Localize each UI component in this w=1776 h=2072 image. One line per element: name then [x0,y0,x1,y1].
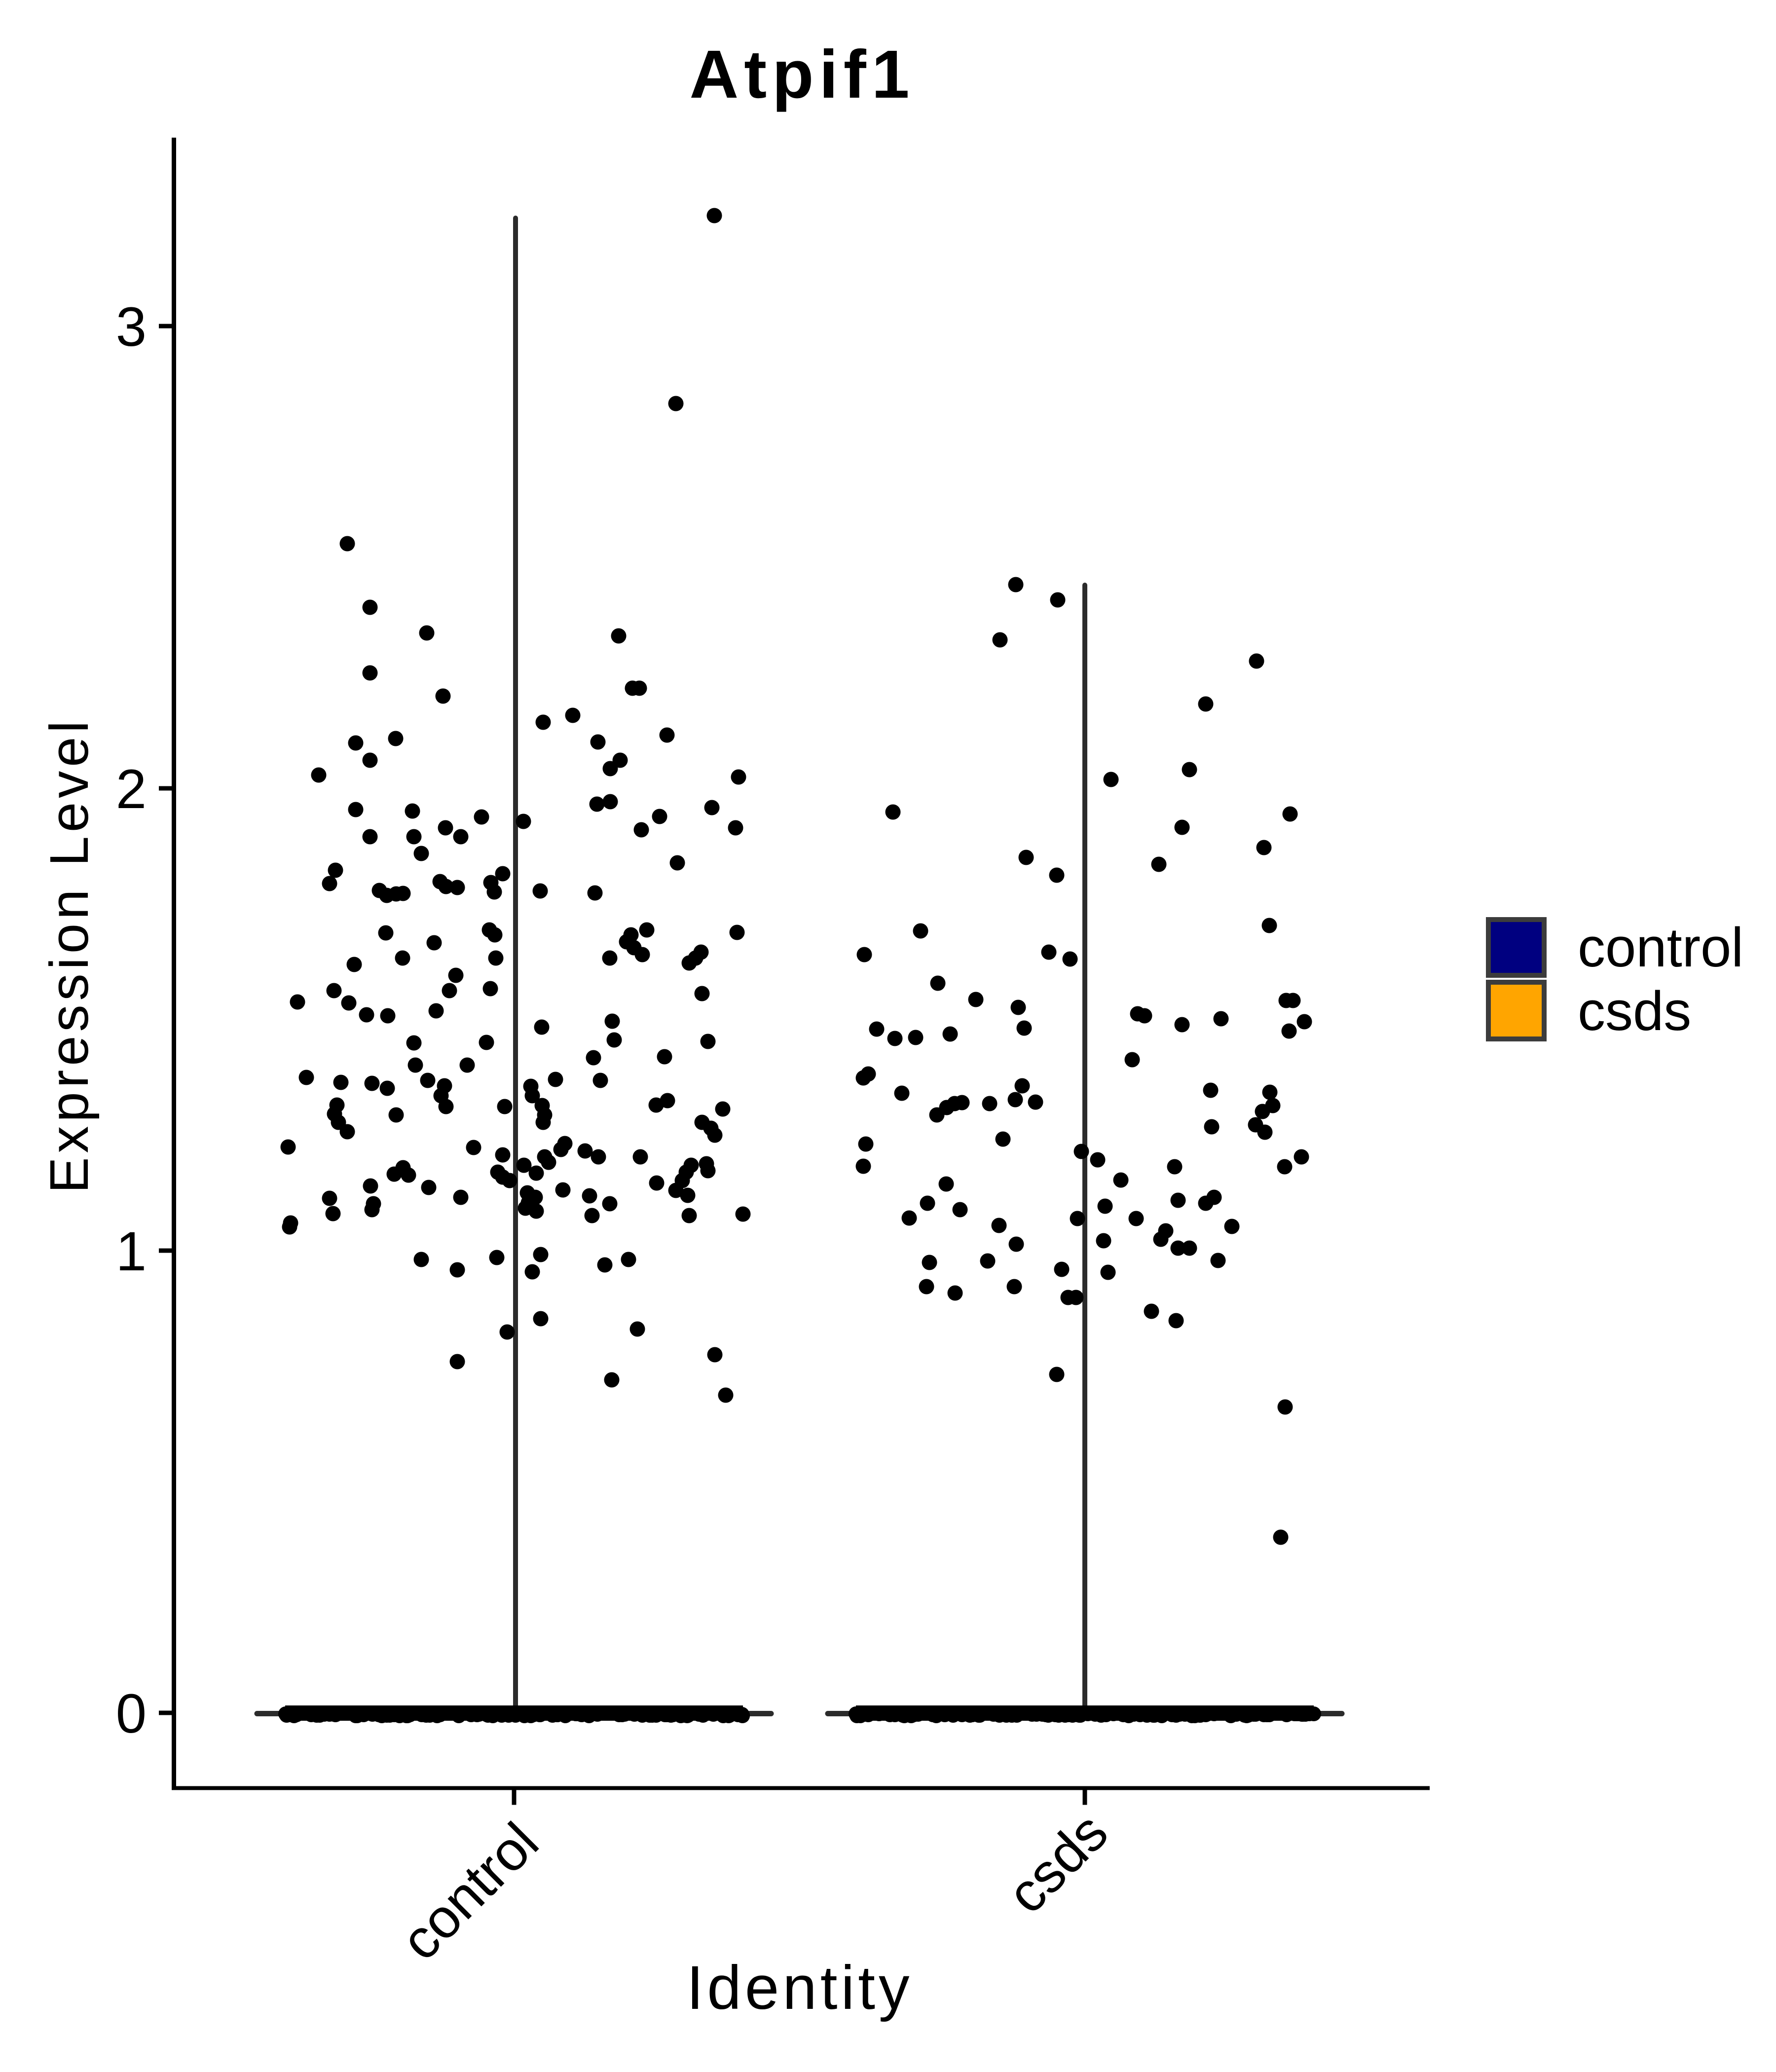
svg-text:1: 1 [116,1221,147,1282]
svg-text:Expression Level: Expression Level [39,717,100,1193]
svg-text:Atpif1: Atpif1 [690,37,915,112]
svg-text:2: 2 [116,758,147,820]
svg-text:0: 0 [116,1683,147,1744]
svg-text:csds: csds [1578,980,1691,1042]
svg-text:Identity: Identity [686,1954,913,2022]
svg-text:control: control [1578,917,1743,978]
svg-text:3: 3 [116,296,147,358]
